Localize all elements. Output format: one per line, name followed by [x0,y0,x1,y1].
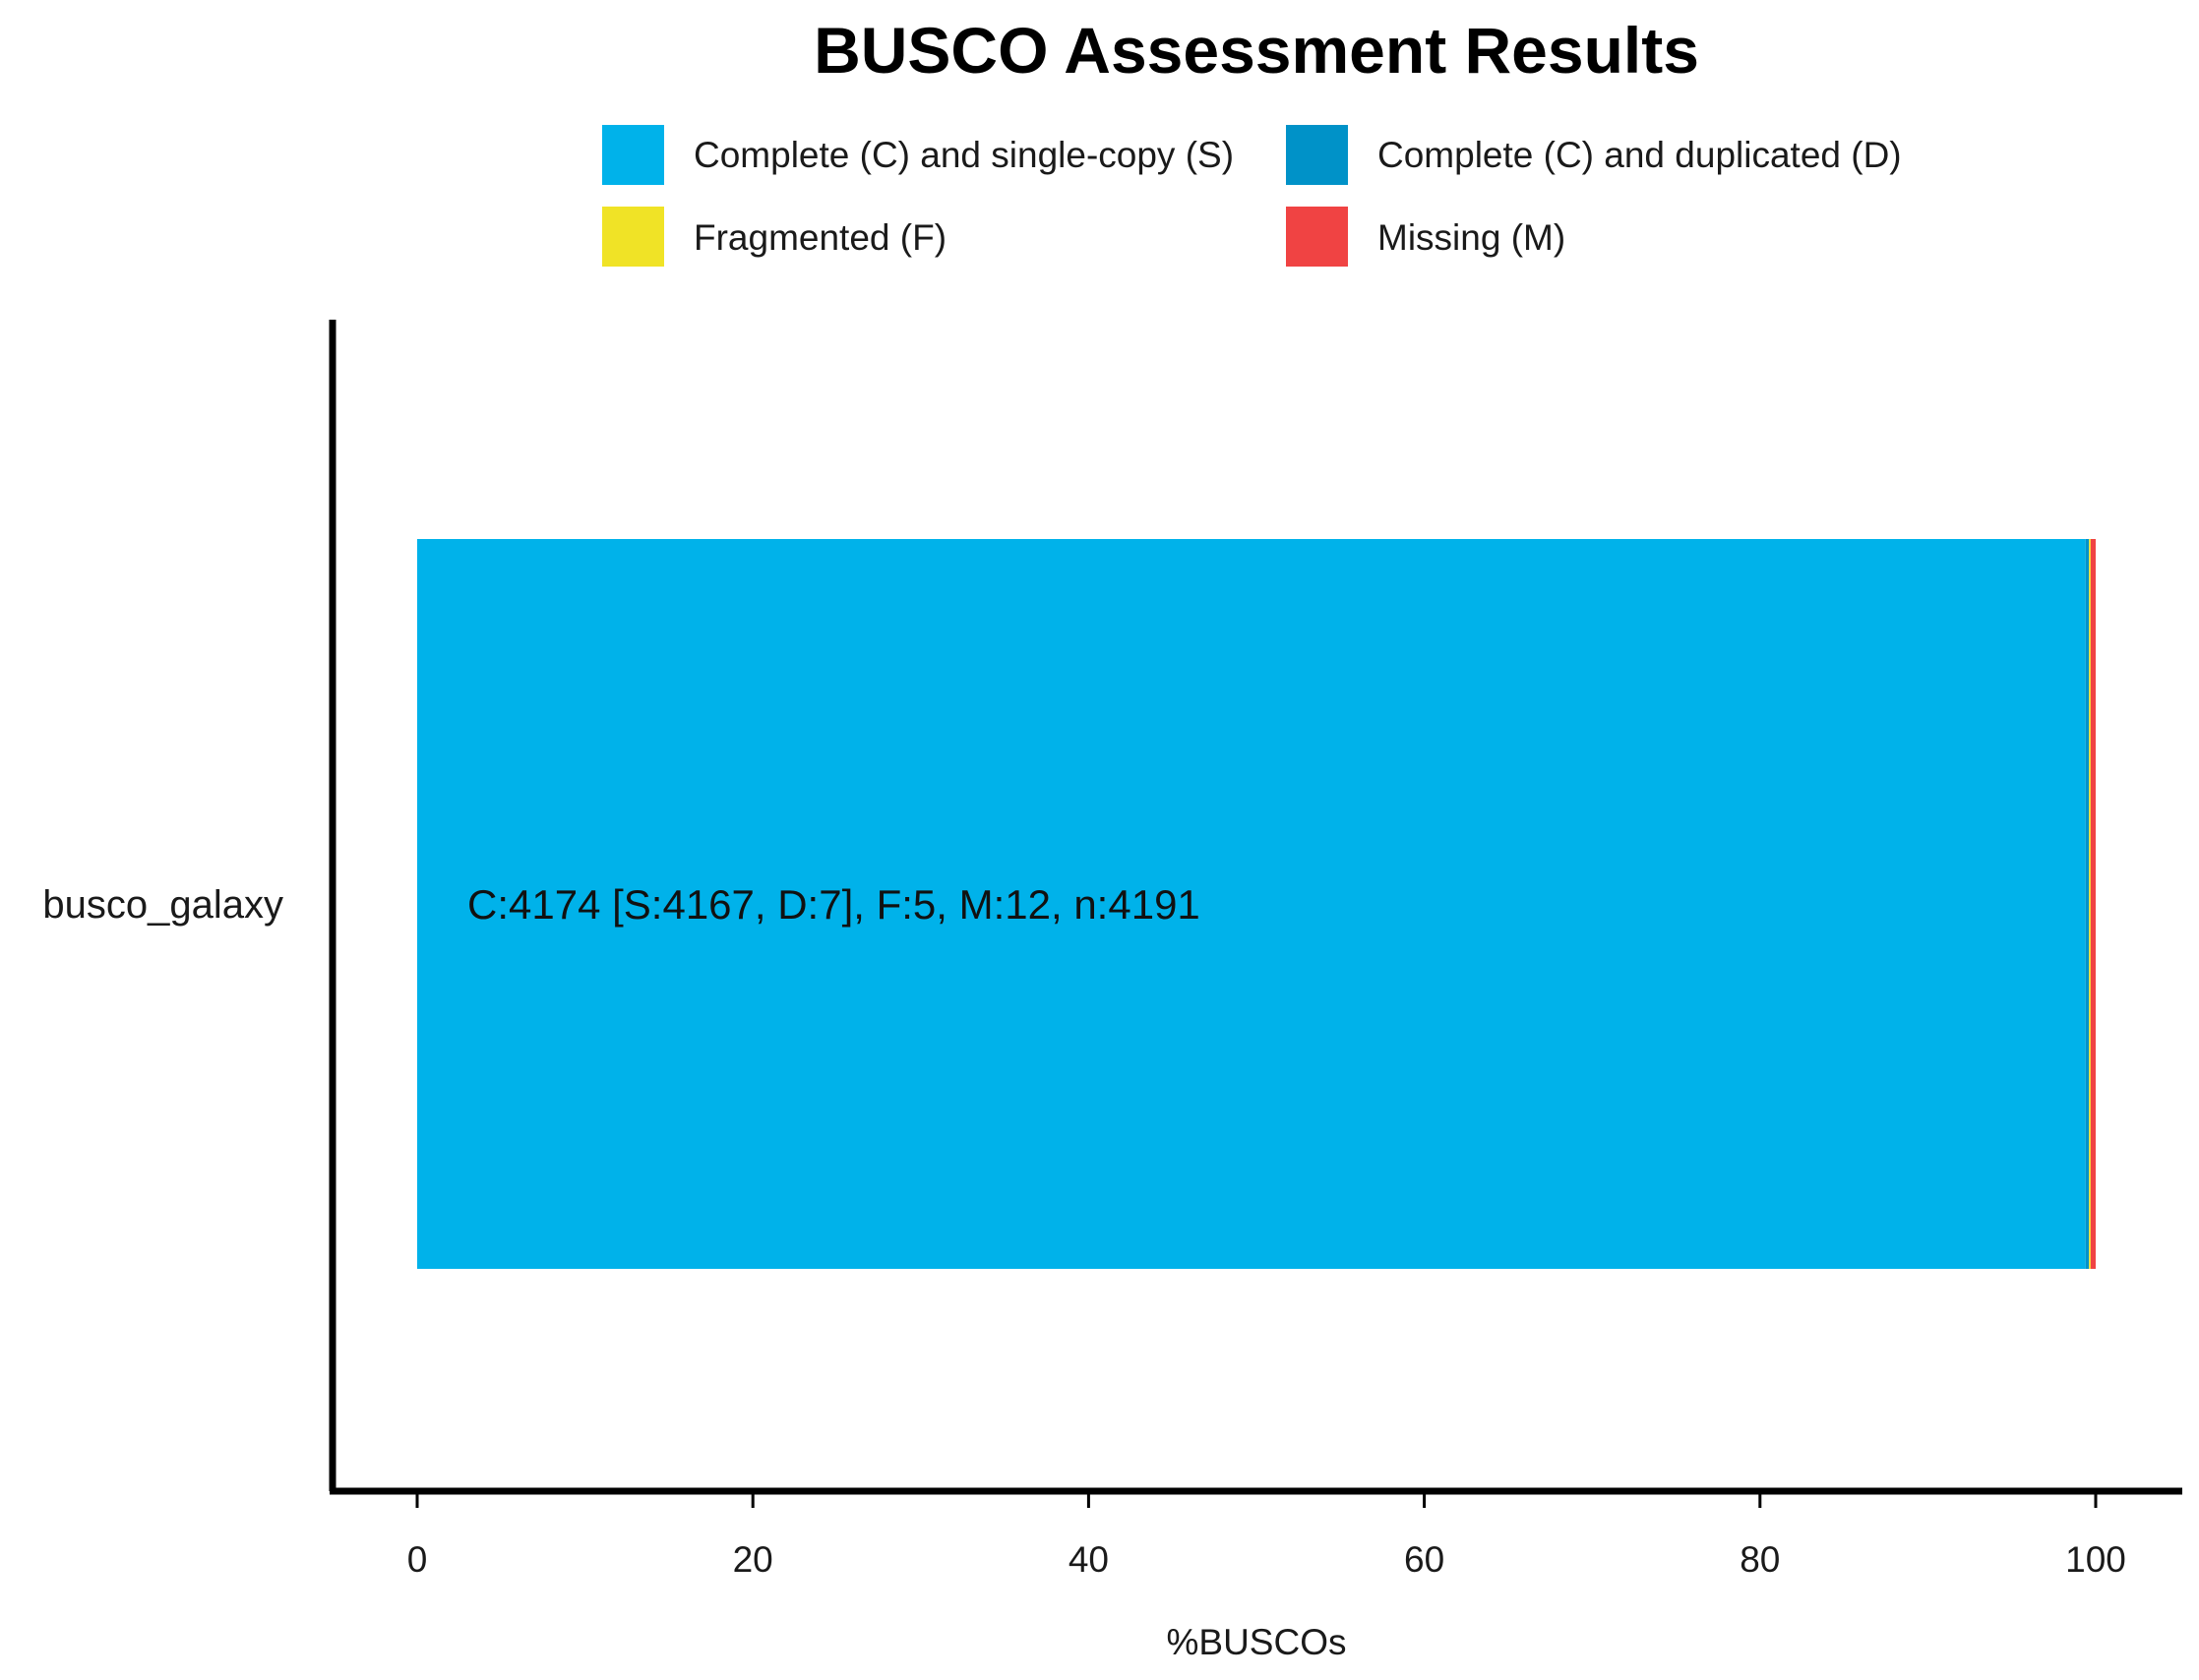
bars: C:4174 [S:4167, D:7], F:5, M:12, n:4191 [417,539,2096,1269]
legend-label-4: Missing (M) [1377,217,1565,258]
x-tick-label: 80 [1740,1539,1780,1580]
legend-swatch-4 [1286,207,1348,267]
legend: Complete (C) and single-copy (S) Complete… [602,125,1902,267]
x-tick-label: 20 [733,1539,773,1580]
legend-swatch-3 [602,207,664,267]
x-tick-label: 40 [1069,1539,1109,1580]
y-category-label: busco_galaxy [42,883,283,927]
legend-label-1: Complete (C) and single-copy (S) [694,135,1234,175]
legend-label-2: Complete (C) and duplicated (D) [1377,135,1902,175]
y-axis-labels: busco_galaxy [42,883,283,927]
x-axis-title: %BUSCOs [1167,1622,1347,1662]
x-axis-ticks: 0 20 40 60 80 100 [407,1494,2126,1580]
bar-summary-label: C:4174 [S:4167, D:7], F:5, M:12, n:4191 [467,881,1200,928]
legend-label-3: Fragmented (F) [694,217,947,258]
x-tick-label: 0 [407,1539,428,1580]
bar-segment-2 [2085,539,2090,1269]
x-tick-label: 100 [2065,1539,2126,1580]
legend-swatch-2 [1286,125,1348,185]
chart-title: BUSCO Assessment Results [814,14,1699,87]
legend-swatch-1 [602,125,664,185]
bar-segment-4 [2090,539,2096,1269]
bar-segment-1 [417,539,2086,1269]
bar-segment-3 [2089,539,2091,1269]
x-tick-label: 60 [1404,1539,1444,1580]
